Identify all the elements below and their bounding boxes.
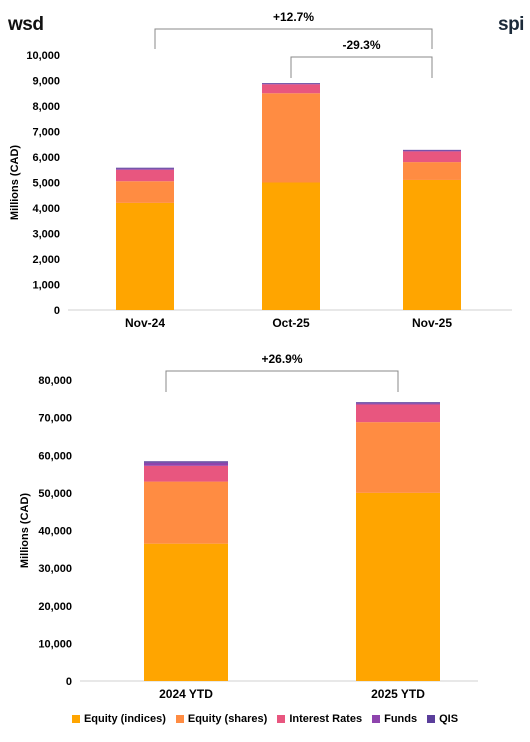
legend-swatch-qis [427,715,436,723]
y-tick-label: 5,000 [32,178,60,190]
legend-label-equity-indices: Equity (indices) [83,713,166,725]
bar-segment [116,202,174,310]
y-tick-label: 0 [54,305,60,317]
y-tick-label: 50,000 [38,488,72,500]
bar-segment [403,179,461,310]
y-tick-label: 60,000 [38,450,72,462]
spi-logo: spi [498,14,524,35]
y-axis-label: Millions (CAD) [9,145,21,220]
y-tick-label: 8,000 [32,101,60,113]
legend-item-qis: QIS [427,713,458,725]
bar-segment [403,150,461,152]
bar-segment [116,169,174,182]
y-tick-label: 2,000 [32,254,60,266]
x-category-label: Oct-25 [272,316,310,330]
wsd-logo: wsd [8,14,44,35]
change-bracket [154,28,433,49]
bar-segment [403,149,461,151]
y-tick-label: 7,000 [32,127,60,139]
bar-segment [403,151,461,163]
bar-segment [116,167,174,169]
legend-label-qis: QIS [439,713,459,725]
bar-segment [144,461,228,463]
legend-item-funds: Funds [372,713,417,725]
y-tick-label: 3,000 [32,229,60,241]
legend-item-interest-rates: Interest Rates [277,713,362,725]
x-category-label: 2025 YTD [371,687,425,701]
bar-segment [144,465,228,482]
change-annotation: +26.9% [261,352,302,366]
bar-segment [356,492,440,681]
y-tick-label: 9,000 [32,76,60,88]
y-tick-label: 0 [66,676,72,688]
bar-segment [116,168,174,170]
bar-segment [144,462,228,466]
x-category-label: Nov-25 [412,316,452,330]
legend-swatch-equity-shares [175,715,184,723]
change-annotation: -29.3% [342,38,380,52]
bar-segment [116,181,174,203]
legend-item-equity-shares: Equity (shares) [175,713,268,725]
chart-legend: Equity (indices) Equity (shares) Interes… [0,713,530,725]
legend-swatch-funds [372,715,381,723]
y-tick-label: 40,000 [38,526,72,538]
bar-segment [262,83,320,85]
y-tick-label: 4,000 [32,203,60,215]
y-tick-label: 20,000 [38,601,72,613]
y-tick-label: 10,000 [38,638,72,650]
bar-segment [144,543,228,681]
x-category-label: Nov-24 [125,316,165,330]
bar-segment [403,162,461,180]
change-bracket [165,370,399,392]
y-tick-label: 6,000 [32,152,60,164]
y-axis-label: Millions (CAD) [19,493,31,568]
bar-segment [144,481,228,544]
bar-segment [356,403,440,405]
bar-segment [356,422,440,493]
legend-item-equity-indices: Equity (indices) [71,713,166,725]
bar-segment [262,182,320,310]
y-tick-label: 70,000 [38,413,72,425]
y-tick-label: 1,000 [32,280,60,292]
y-tick-label: 30,000 [38,563,72,575]
legend-label-equity-shares: Equity (shares) [187,713,268,725]
legend-swatch-equity-indices [71,715,80,723]
change-annotation: +12.7% [273,10,314,24]
bar-segment [356,404,440,423]
change-bracket [290,56,433,78]
y-tick-label: 80,000 [38,375,72,387]
bar-segment [356,402,440,404]
x-category-label: 2024 YTD [159,687,213,701]
legend-label-interest-rates: Interest Rates [289,713,363,725]
bar-segment [262,83,320,84]
legend-swatch-interest-rates [277,715,286,723]
bar-segment [262,93,320,183]
y-tick-label: 10,000 [26,50,60,62]
bar-segment [262,84,320,94]
legend-label-funds: Funds [384,713,418,725]
